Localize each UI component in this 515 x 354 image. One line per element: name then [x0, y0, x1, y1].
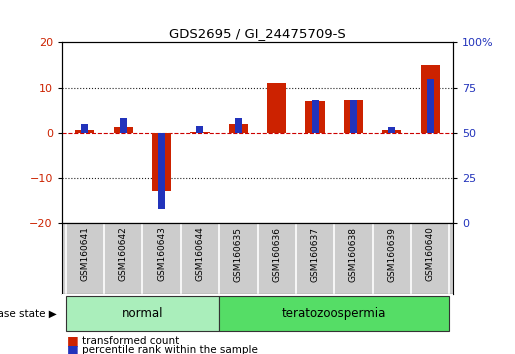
Text: disease state ▶: disease state ▶ [0, 308, 57, 318]
Text: GSM160635: GSM160635 [234, 227, 243, 281]
Bar [344, 100, 363, 133]
Bar [427, 79, 434, 133]
Bar [152, 133, 171, 192]
Text: GSM160638: GSM160638 [349, 227, 358, 281]
Text: GSM160641: GSM160641 [80, 227, 89, 281]
Text: transformed count: transformed count [82, 336, 180, 346]
Text: percentile rank within the sample: percentile rank within the sample [82, 345, 259, 354]
Bar [75, 131, 94, 133]
Text: GSM160639: GSM160639 [387, 227, 397, 281]
Bar [267, 83, 286, 133]
Text: GSM160644: GSM160644 [195, 227, 204, 281]
Bar [197, 126, 203, 133]
Bar [114, 127, 133, 133]
Title: GDS2695 / GI_24475709-S: GDS2695 / GI_24475709-S [169, 27, 346, 40]
Bar [312, 100, 318, 133]
Bar [350, 100, 357, 133]
Text: teratozoospermia: teratozoospermia [282, 307, 386, 320]
Text: ■: ■ [67, 334, 83, 347]
Text: normal: normal [122, 307, 163, 320]
Bar [219, 296, 450, 331]
Text: GSM160636: GSM160636 [272, 227, 281, 281]
Text: GSM160637: GSM160637 [311, 227, 320, 281]
Bar [382, 131, 401, 133]
Bar [235, 118, 242, 133]
Bar [305, 101, 324, 133]
Bar [191, 132, 210, 133]
Bar [421, 65, 440, 133]
Text: ■: ■ [67, 343, 83, 354]
Bar [158, 133, 165, 209]
Bar [229, 124, 248, 133]
Bar [81, 124, 88, 133]
Bar [120, 118, 127, 133]
Text: GSM160642: GSM160642 [118, 227, 128, 281]
Text: GSM160643: GSM160643 [157, 227, 166, 281]
Bar [65, 296, 219, 331]
Text: GSM160640: GSM160640 [426, 227, 435, 281]
Bar [388, 127, 395, 133]
